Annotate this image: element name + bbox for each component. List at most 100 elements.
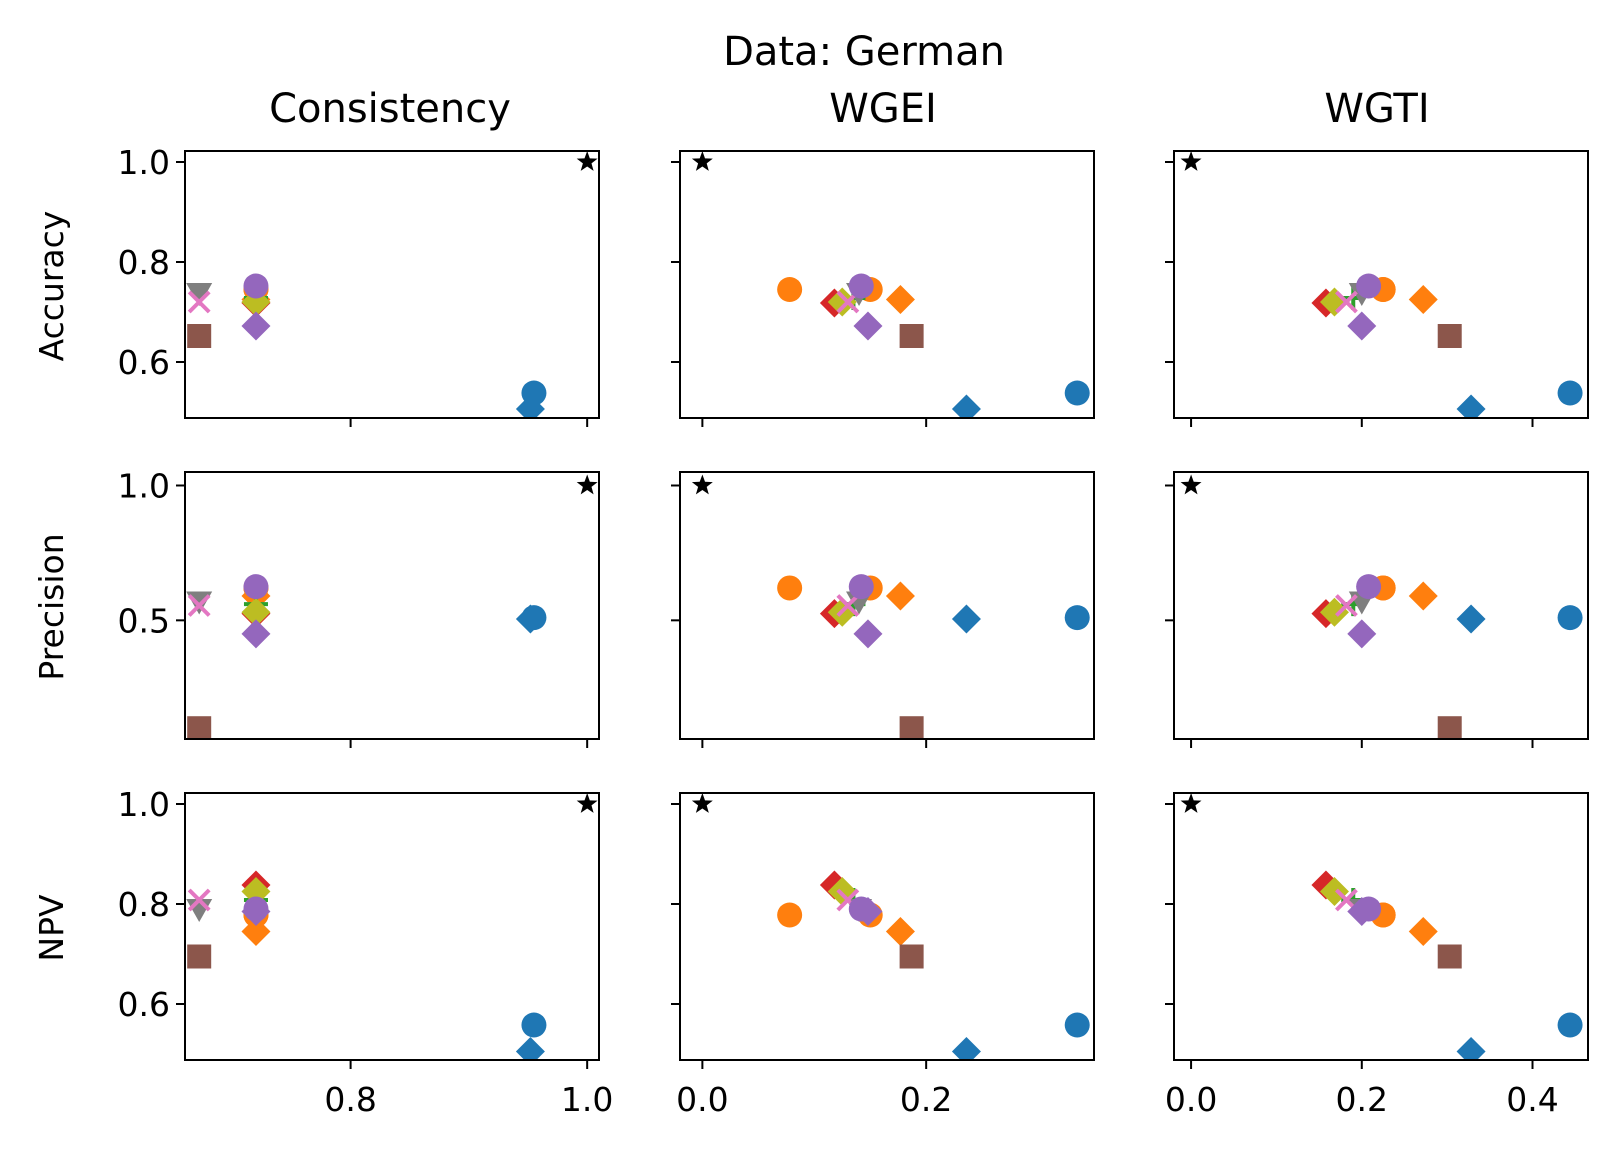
x-tick-label: 0.8 [324,1080,376,1119]
point-square-s6 [1437,944,1462,969]
point-diamond-s5 [885,917,915,946]
subplot-grid: 0.60.81.00.51.00.60.81.00.8 1.0 0.0 0.2 0.0 0… [118,143,1589,1119]
points-layer [186,474,598,739]
point-star-s0 [576,793,598,813]
point-x-s11 [187,888,211,912]
figure-suptitle: Data: German [723,29,1005,75]
point-circle-s12 [1356,273,1382,299]
row-label-npv: NPV [32,894,71,962]
point-diamond-s13 [1347,311,1377,341]
point-circle-s1 [1064,605,1090,631]
row-label-accuracy: Accuracy [32,211,71,362]
y-tick-label: 0.5 [118,601,170,640]
point-star-s0 [576,474,598,495]
column-title-wgei: WGEI [829,86,937,132]
points-layer [186,151,598,418]
point-circle-s1 [1557,380,1583,406]
point-diamond-s2 [1456,394,1486,418]
point-diamond-s5 [885,285,915,314]
point-star-s0 [691,151,713,171]
point-square-s6 [899,324,924,348]
point-diamond-s2 [951,1037,981,1060]
axes-frame [1173,471,1589,740]
point-circle-s12 [243,273,269,299]
axes-frame [679,471,1095,740]
point-diamond-s10 [1319,877,1349,906]
point-diamond-s13 [1347,619,1377,649]
axes-frame [184,792,600,1061]
point-diamond-s5 [241,917,271,946]
y-tick-label: 0.6 [118,985,170,1024]
point-square-s6 [187,716,212,739]
point-diamond-s2 [1456,604,1486,634]
point-diamond-s13 [853,311,883,341]
point-circle-s1 [1557,1012,1583,1038]
axes-frame [1173,792,1589,1061]
points-layer [1180,151,1583,418]
column-title-consistency: Consistency [269,86,511,132]
point-diamond-s5 [1408,917,1438,946]
point-square-s6 [899,944,924,969]
point-diamond-s5 [885,581,915,611]
points-layer [186,793,598,1060]
subplot-r1-c1 [671,471,1095,748]
x-tick-label: 0.0 [676,1080,728,1119]
points-layer [691,474,1090,739]
point-diamond-s13 [241,311,271,341]
axes-frame [1173,150,1589,419]
point-circle-s12 [848,273,874,299]
point-diamond-s5 [1408,285,1438,314]
point-diamond-s13 [241,619,271,649]
point-circle-s12 [243,574,269,600]
y-tick-label: 1.0 [118,143,170,182]
point-diamond-s10 [241,597,271,627]
x-tick-label: 1.0 [561,1080,613,1119]
point-diamond-s2 [515,604,545,634]
x-tick-label: 0.2 [1336,1080,1388,1119]
point-square-s6 [899,716,924,739]
point-diamond-s10 [241,877,271,906]
point-x-s11 [187,594,211,617]
point-square-s6 [1437,324,1462,348]
point-diamond-s2 [515,1037,545,1060]
axes-frame [679,792,1095,1061]
points-layer [691,793,1090,1060]
row-label-precision: Precision [32,533,71,680]
points-layer [691,151,1090,418]
y-tick-label: 0.8 [118,885,170,924]
point-star-s0 [691,793,713,813]
x-tick-label: 0.4 [1506,1080,1558,1119]
point-star-s0 [576,151,598,171]
point-circle-s12 [1356,574,1382,600]
point-star-s0 [1180,474,1202,495]
point-x-s11 [1335,290,1358,314]
point-diamond-s13 [241,897,271,926]
point-square-s6 [1437,716,1462,739]
subplot-r2-c2: 0.0 0.2 0.4 [1165,792,1589,1119]
subplot-r1-c0: 0.5 1.0 [118,466,600,748]
point-x-s11 [836,594,860,617]
point-star-s0 [1180,793,1202,813]
point-star-s0 [1180,151,1202,171]
point-x-s11 [187,290,211,314]
subplot-r2-c1: 0.0 0.2 [671,792,1095,1119]
axes-frame [184,471,600,740]
y-tick-label: 1.0 [118,466,170,505]
point-diamond-s13 [853,619,883,649]
point-diamond-s13 [853,897,883,926]
point-circle-s4 [777,902,803,928]
subplot-r0-c1 [671,150,1095,427]
axes-frame [679,150,1095,419]
point-diamond-s2 [515,394,545,418]
points-layer [1180,793,1583,1060]
column-title-wgti: WGTI [1324,86,1429,132]
point-diamond-s2 [951,394,981,418]
point-diamond-s10 [827,287,857,317]
point-diamond-s5 [1408,581,1438,611]
point-circle-s1 [521,1012,547,1038]
y-tick-label: 0.8 [118,243,170,282]
point-circle-s4 [777,575,803,601]
y-tick-label: 1.0 [118,785,170,824]
